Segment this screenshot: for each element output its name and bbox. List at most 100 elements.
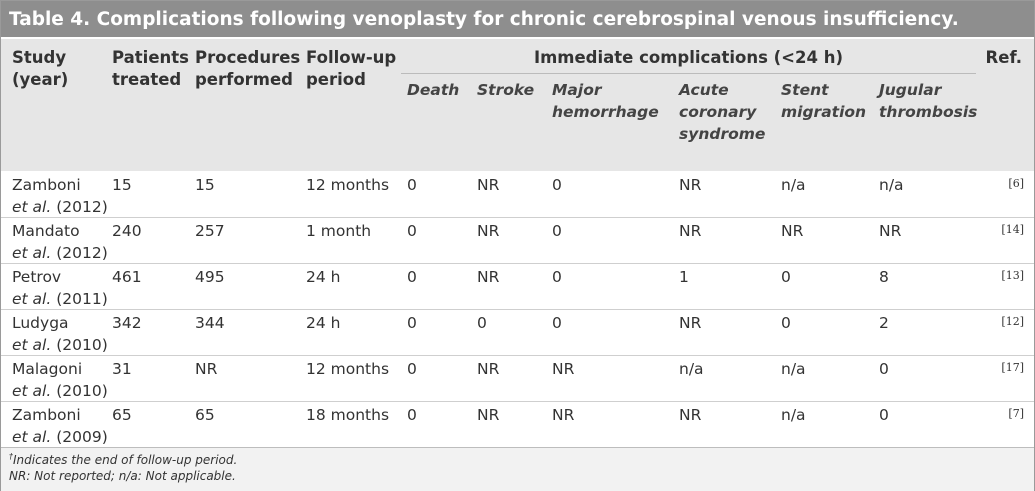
table-cell: NR [679, 406, 702, 424]
table-cell: 31 [112, 360, 132, 378]
subheader-label: migration [781, 103, 867, 121]
table-cell: 0 [407, 268, 417, 286]
subheader-label: Stent [781, 81, 829, 99]
table-footer: †Indicates the end of follow-up period. N… [1, 447, 1034, 491]
subheader-label: Acute [679, 81, 729, 99]
table-cell: NR [552, 360, 575, 378]
study-author: Zamboni [12, 176, 81, 194]
table-cell: 0 [879, 360, 889, 378]
table-cell: n/a [781, 176, 806, 194]
table-cell: n/a [781, 406, 806, 424]
table-cell: 461 [112, 268, 142, 286]
table-cell: NR [477, 176, 500, 194]
study-year: (2010) [56, 336, 108, 354]
subheader-label: Major [552, 81, 602, 99]
subheader-label: Death [407, 81, 460, 99]
study-cell: Ludyga et al. (2010) [12, 312, 108, 356]
table-cell: 344 [195, 314, 225, 332]
table-cell: 0 [879, 406, 889, 424]
study-year-line: et al. (2012) [12, 196, 108, 218]
table-cell: 12 months [306, 176, 390, 194]
table-cell: NR [552, 406, 575, 424]
table-cell: NR [477, 268, 500, 286]
table-cell: 0 [407, 360, 417, 378]
subheader-label: Stroke [477, 81, 535, 99]
study-author: Malagoni [12, 360, 83, 378]
table-cell: 65 [195, 406, 215, 424]
footnote-text: Indicates the end of follow-up period. [13, 453, 238, 467]
study-year-line: et al. (2011) [12, 288, 108, 310]
table-cell: 0 [781, 268, 791, 286]
study-etal: et al. [12, 290, 52, 308]
study-year: (2010) [56, 382, 108, 400]
study-year: (2009) [56, 428, 108, 446]
table-cell: 65 [112, 406, 132, 424]
group-rule [401, 73, 976, 74]
subheader-label: syndrome [679, 125, 766, 143]
table-cell: 0 [552, 268, 562, 286]
table-cell: 342 [112, 314, 142, 332]
study-year-line: et al. (2010) [12, 380, 108, 402]
header-label: Patients [112, 48, 189, 67]
study-etal: et al. [12, 382, 52, 400]
ref-cell: [13] [1001, 269, 1024, 282]
subheader-label: hemorrhage [552, 103, 659, 121]
header-label: Study [12, 48, 67, 67]
ref-cell: [7] [1008, 407, 1024, 420]
row-divider [1, 217, 1034, 218]
table-cell: 0 [407, 222, 417, 240]
table-cell: n/a [679, 360, 704, 378]
table-cell: 257 [195, 222, 225, 240]
table-title: Table 4. Complications following venopla… [9, 9, 959, 30]
title-bar: Table 4. Complications following venopla… [1, 1, 1034, 37]
table-cell: 0 [407, 314, 417, 332]
table-cell: 12 months [306, 360, 390, 378]
table-cell: NR [679, 314, 702, 332]
ref-cell: [14] [1001, 223, 1024, 236]
header-label: Procedures [195, 48, 301, 67]
table-cell: n/a [781, 360, 806, 378]
ref-header: Ref. [985, 48, 1022, 67]
table-cell: 0 [407, 176, 417, 194]
footnote: †Indicates the end of follow-up period. [9, 452, 237, 467]
table-cell: 0 [781, 314, 791, 332]
table-cell: 0 [407, 406, 417, 424]
study-etal: et al. [12, 244, 52, 262]
table-cell: 0 [552, 222, 562, 240]
study-author: Mandato [12, 222, 80, 240]
study-cell: Mandato et al. (2012) [12, 220, 108, 264]
table-cell: NR [679, 222, 702, 240]
table-cell: n/a [879, 176, 904, 194]
group-header: Immediate complications (<24 h) [533, 48, 844, 67]
table-cell: 495 [195, 268, 225, 286]
study-year-line: et al. (2009) [12, 426, 108, 448]
study-cell: Petrov et al. (2011) [12, 266, 108, 310]
table-cell: 15 [195, 176, 215, 194]
header-label: performed [195, 70, 293, 89]
footnote: NR: Not reported; n/a: Not applicable. [9, 469, 236, 483]
study-year: (2011) [56, 290, 108, 308]
ref-cell: [6] [1008, 177, 1024, 190]
row-divider [1, 355, 1034, 356]
header-label: Follow-up [306, 48, 397, 67]
table-cell: 0 [477, 314, 487, 332]
ref-cell: [12] [1001, 315, 1024, 328]
study-author: Zamboni [12, 406, 81, 424]
study-etal: et al. [12, 336, 52, 354]
study-etal: et al. [12, 198, 52, 216]
study-cell: Zamboni et al. (2009) [12, 404, 108, 448]
study-year: (2012) [56, 198, 108, 216]
table-cell: 0 [552, 176, 562, 194]
table-cell: 2 [879, 314, 889, 332]
header-label: treated [112, 70, 182, 89]
study-cell: Malagoni et al. (2010) [12, 358, 108, 402]
table-cell: 24 h [306, 268, 341, 286]
table-cell: 1 [679, 268, 689, 286]
study-etal: et al. [12, 428, 52, 446]
table-header [1, 39, 1034, 171]
study-author: Petrov [12, 268, 62, 286]
header-label: period [306, 70, 366, 89]
subheader-label: thrombosis [879, 103, 978, 121]
table-cell: 18 months [306, 406, 390, 424]
